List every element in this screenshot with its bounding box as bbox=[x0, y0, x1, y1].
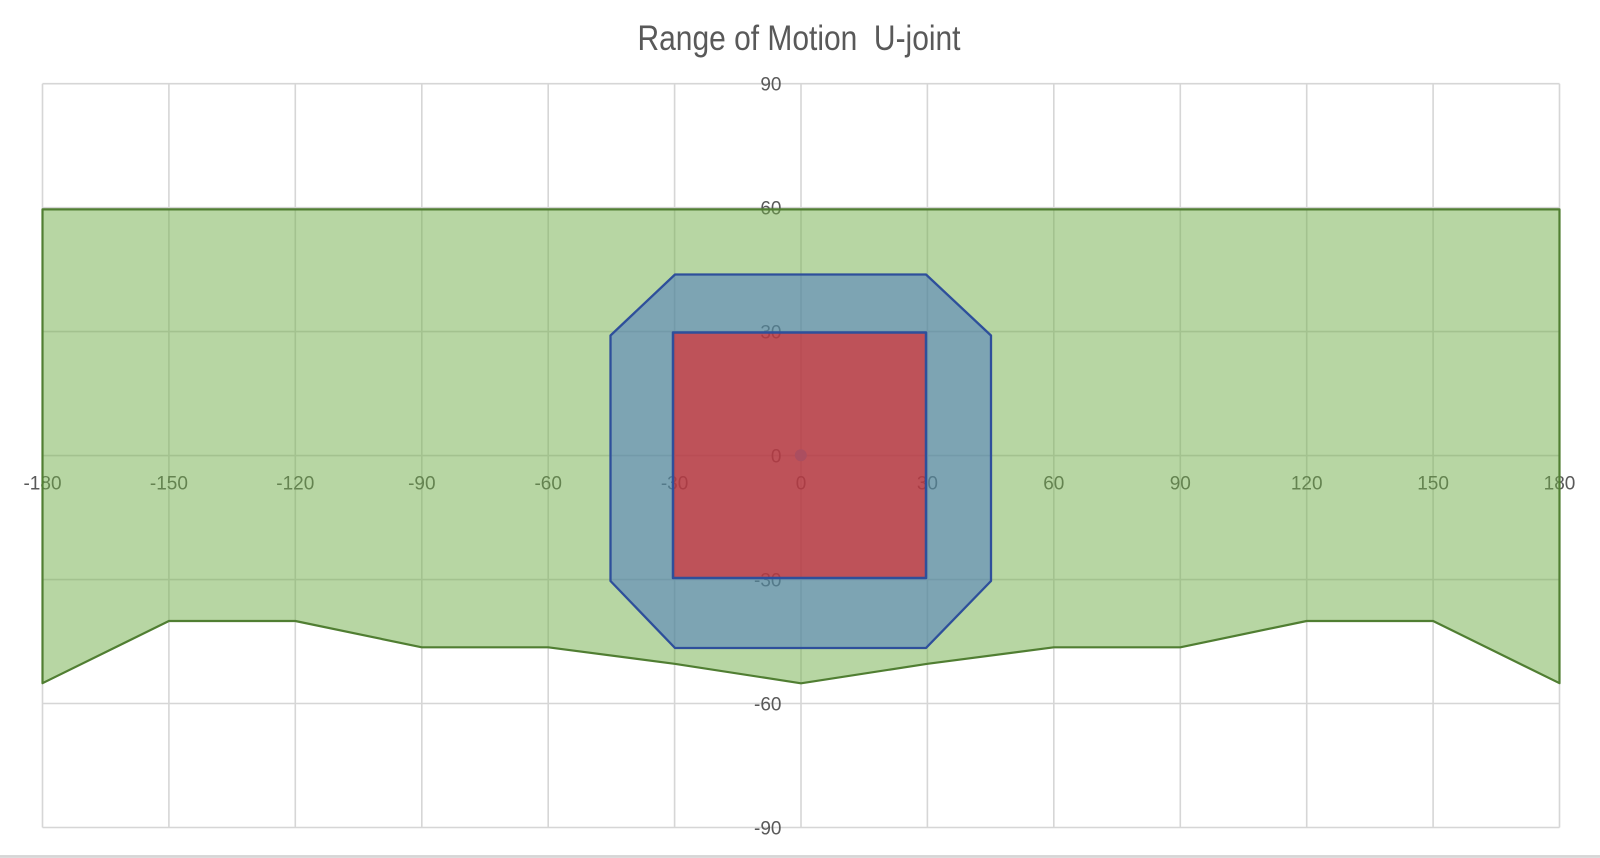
svg-text:Range of Motion U-joint: Range of Motion U-joint bbox=[638, 19, 961, 58]
svg-text:90: 90 bbox=[760, 75, 781, 96]
svg-text:-60: -60 bbox=[754, 694, 781, 715]
svg-text:-90: -90 bbox=[754, 818, 781, 839]
